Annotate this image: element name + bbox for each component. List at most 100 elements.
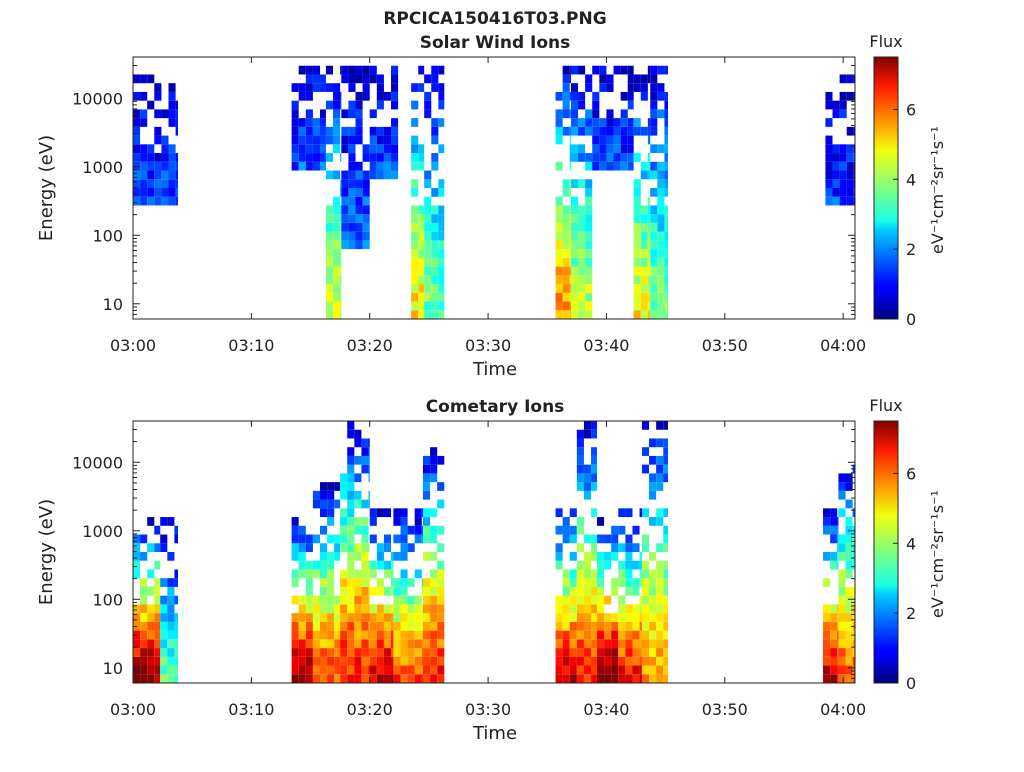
heatmap-cell <box>168 91 176 101</box>
heatmap-cell <box>823 604 831 614</box>
heatmap-cell <box>649 674 657 683</box>
heatmap-cell <box>570 83 579 92</box>
heatmap-cell <box>298 91 306 101</box>
heatmap-cell <box>147 153 155 162</box>
heatmap-cell <box>591 569 597 579</box>
heatmap-cell <box>583 569 592 579</box>
heatmap-cell <box>562 222 570 232</box>
heatmap-cell <box>570 91 579 101</box>
heatmap-cell <box>369 153 377 162</box>
heatmap-cell <box>391 74 399 84</box>
heatmap-cell <box>333 135 341 145</box>
heatmap-cell <box>414 656 422 666</box>
heatmap-cell <box>333 144 341 154</box>
heatmap-cell <box>438 266 445 276</box>
heatmap-cell <box>298 569 306 579</box>
heatmap-cell <box>291 569 299 579</box>
heatmap-cell <box>368 621 370 631</box>
heatmap-cell <box>569 91 571 101</box>
heatmap-cell <box>383 656 392 666</box>
heatmap-cell <box>663 508 668 518</box>
heatmap-cell <box>422 630 431 640</box>
heatmap-cell <box>391 161 399 171</box>
heatmap-cell <box>347 421 355 430</box>
heatmap-cell <box>649 517 657 526</box>
heatmap-cell <box>411 214 419 223</box>
heatmap-cell <box>391 552 394 561</box>
heatmap-cell <box>333 109 341 119</box>
heatmap-cell <box>347 630 355 640</box>
heatmap-cell <box>664 109 668 119</box>
heatmap-cell <box>649 482 657 491</box>
heatmap-cell <box>625 630 633 640</box>
heatmap-cell <box>583 578 592 587</box>
heatmap-cell <box>133 604 141 614</box>
heatmap-cell <box>411 179 419 188</box>
heatmap-cell <box>825 135 833 145</box>
heatmap-cell <box>562 534 570 544</box>
heatmap-cell <box>852 508 855 518</box>
heatmap-cell <box>168 196 176 206</box>
heatmap-cell <box>161 170 169 180</box>
heatmap-cell <box>334 534 341 544</box>
heatmap-cell <box>633 188 641 197</box>
heatmap-cell <box>431 135 439 145</box>
heatmap-cell <box>846 153 854 162</box>
heatmap-cell <box>585 249 593 258</box>
heatmap-cell <box>596 534 605 544</box>
heatmap-cell <box>664 257 668 267</box>
heatmap-cell <box>369 569 377 579</box>
heatmap-cell <box>305 569 313 579</box>
heatmap-cell <box>596 578 605 587</box>
heatmap-cell <box>578 100 586 110</box>
heatmap-cell <box>407 578 415 587</box>
heatmap-cell <box>340 249 342 258</box>
heatmap-cell <box>393 613 401 622</box>
heatmap-cell <box>414 508 422 518</box>
heatmap-cell <box>633 275 641 285</box>
heatmap-cell <box>656 438 664 448</box>
heatmap-cell <box>650 231 658 241</box>
heatmap-cell <box>312 560 321 570</box>
heatmap-cell <box>591 656 597 666</box>
heatmap-cell <box>147 100 155 110</box>
heatmap-cell <box>627 161 634 171</box>
heatmap-cell <box>354 648 362 657</box>
heatmap-cell <box>354 630 362 640</box>
heatmap-cell <box>633 240 641 250</box>
heatmap-cell <box>825 118 833 127</box>
heatmap-cell <box>640 205 648 215</box>
heatmap-cell <box>347 656 355 666</box>
heatmap-cell <box>606 109 614 119</box>
heatmap-cell <box>604 560 612 570</box>
heatmap-cell <box>604 621 612 631</box>
heatmap-cell <box>569 214 571 223</box>
heatmap-cell <box>167 639 175 649</box>
heatmap-cell <box>438 65 445 75</box>
heatmap-cell <box>431 161 439 171</box>
heatmap-cell <box>830 630 838 640</box>
heatmap-cell <box>424 179 432 188</box>
heatmap-cell <box>663 630 668 640</box>
heatmap-cell <box>391 83 399 92</box>
colorbar-unit: eV⁻¹cm⁻²sr⁻¹s⁻¹ <box>928 126 947 254</box>
heatmap-cell <box>361 674 369 683</box>
heatmap-cell <box>133 656 141 666</box>
heatmap-cell <box>160 534 168 544</box>
heatmap-cell <box>430 534 438 544</box>
heatmap-cell <box>340 525 348 535</box>
heatmap-cell <box>649 613 657 622</box>
heatmap-cell <box>168 161 176 171</box>
heatmap-cell <box>632 586 640 596</box>
heatmap-cell <box>400 665 408 675</box>
heatmap-cell <box>355 214 363 223</box>
heatmap-cell <box>606 144 614 154</box>
heatmap-cell <box>383 648 392 657</box>
heatmap-cell <box>647 153 651 162</box>
heatmap-cell <box>368 447 370 456</box>
heatmap-cell <box>838 639 846 649</box>
x-tick-label: 03:10 <box>228 700 274 719</box>
heatmap-cell <box>362 222 370 232</box>
heatmap-cell <box>369 517 377 526</box>
heatmap-cell <box>663 586 668 596</box>
